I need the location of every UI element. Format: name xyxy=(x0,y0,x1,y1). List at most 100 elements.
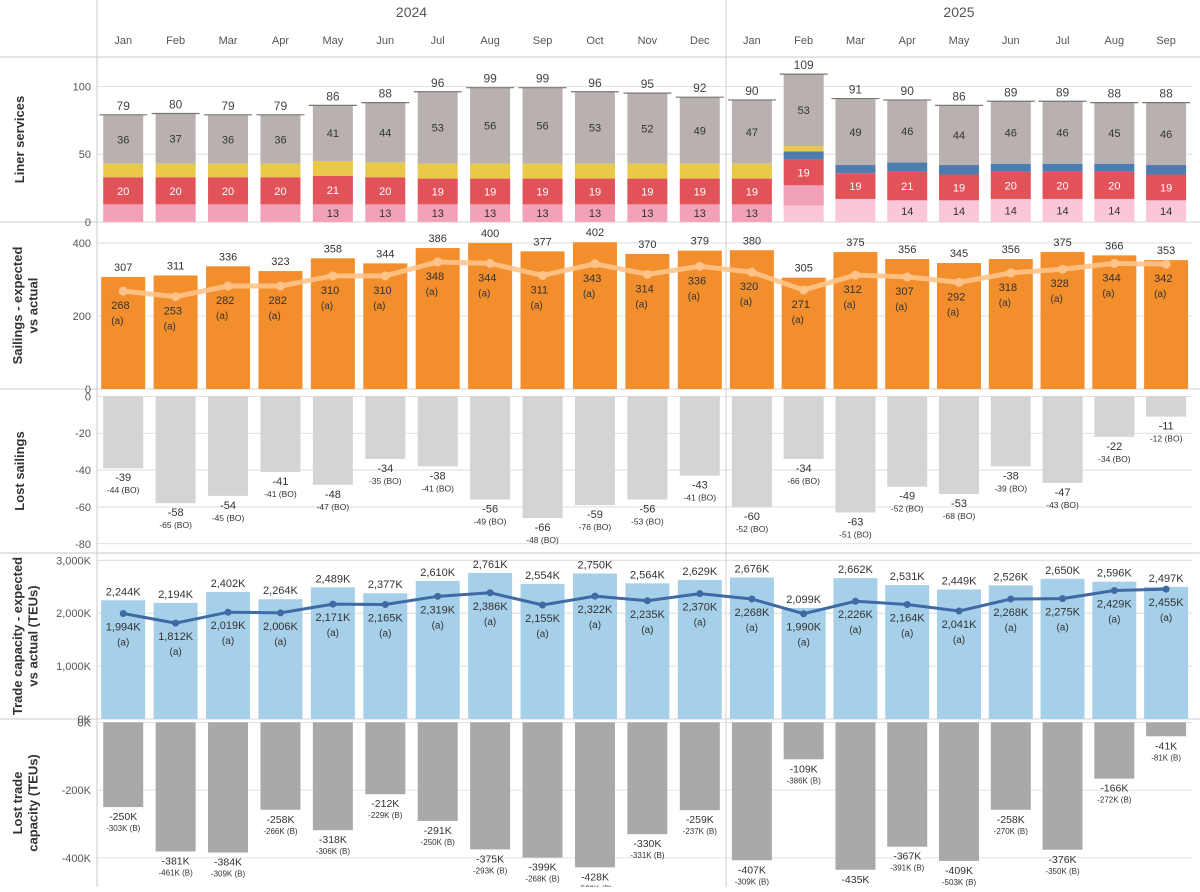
sailings-actual-suffix: (a) xyxy=(373,301,385,312)
liner-segment-yellow xyxy=(103,164,143,178)
lost-capacity-label: -367K xyxy=(893,851,921,863)
liner-segment-label: 41 xyxy=(327,128,339,140)
lost-sailings-label: -11 xyxy=(1159,421,1174,433)
lost-sailings-bar xyxy=(156,396,196,503)
capacity-actual-suffix: (a) xyxy=(536,629,548,640)
lost-capacity-label: -291K xyxy=(424,825,452,837)
capacity-actual-suffix: (a) xyxy=(1108,614,1120,625)
sailings-actual-point xyxy=(955,278,964,287)
lost-sailings-bar xyxy=(627,396,667,499)
sailings-actual-label: 318 xyxy=(999,282,1017,294)
capacity-actual-point xyxy=(904,601,911,608)
lost-sailings-sublabel: -41 (BO) xyxy=(421,483,454,493)
lost-capacity-label: -41K xyxy=(1155,740,1177,752)
lost-capacity-sublabel: -268K (B) xyxy=(525,875,560,884)
capacity-expected-bar xyxy=(416,581,460,719)
liner-segment-label: 13 xyxy=(536,208,548,220)
capacity-actual-suffix: (a) xyxy=(694,618,706,629)
lost-sailings-sublabel: -53 (BO) xyxy=(631,517,664,527)
capacity-actual-label: 2,275K xyxy=(1045,607,1081,619)
capacity-actual-suffix: (a) xyxy=(170,647,182,658)
month-label: Jan xyxy=(114,35,132,47)
lost-sailings-label: -63 xyxy=(847,516,863,528)
lost-capacity-sublabel: -250K (B) xyxy=(421,838,456,847)
month-label: May xyxy=(949,35,970,47)
lost-capacity-sublabel: -331K (B) xyxy=(630,851,665,860)
sailings-actual-suffix: (a) xyxy=(740,297,752,308)
capacity-expected-label: 2,750K xyxy=(578,560,614,572)
month-label: Jan xyxy=(743,35,761,47)
sailings-actual-suffix: (a) xyxy=(111,316,123,327)
lost-capacity-sublabel: -386K (B) xyxy=(787,776,822,785)
liner-segment-label: 36 xyxy=(274,134,286,146)
sailings-expected-bar xyxy=(678,251,722,389)
panel-title-lost-sailings: Lost sailings xyxy=(12,431,27,510)
liner-segment-label: 19 xyxy=(694,186,706,198)
sailings-expected-label: 402 xyxy=(586,227,604,239)
liner-total-label: 109 xyxy=(794,58,814,72)
sailings-expected-label: 358 xyxy=(324,243,342,255)
y-tick-label: -60 xyxy=(75,502,91,514)
lost-capacity-bar xyxy=(1146,722,1186,736)
sailings-actual-suffix: (a) xyxy=(635,299,647,310)
lost-sailings-sublabel: -76 (BO) xyxy=(579,522,612,532)
lost-capacity-bar xyxy=(575,722,615,867)
lost-capacity-label: -428K xyxy=(581,871,609,883)
lost-sailings-sublabel: -45 (BO) xyxy=(212,513,245,523)
sailings-expected-bar xyxy=(363,263,407,389)
month-label: Apr xyxy=(272,35,289,47)
liner-segment-label: 13 xyxy=(746,208,758,220)
liner-segment-label: 19 xyxy=(641,186,653,198)
liner-segment-label: 19 xyxy=(1160,182,1172,194)
lost-sailings-label: -53 xyxy=(951,498,967,510)
lost-sailings-bar xyxy=(991,396,1031,466)
capacity-expected-label: 2,761K xyxy=(473,559,509,571)
lost-capacity-sublabel: -272K (B) xyxy=(1097,796,1132,805)
liner-segment-label: 46 xyxy=(1005,127,1017,139)
capacity-actual-suffix: (a) xyxy=(953,635,965,646)
liner-segment-label: 13 xyxy=(484,208,496,220)
capacity-actual-suffix: (a) xyxy=(901,629,913,640)
sailings-actual-suffix: (a) xyxy=(843,300,855,311)
capacity-actual-point xyxy=(696,590,703,597)
lost-capacity-bar xyxy=(627,722,667,834)
lost-capacity-sublabel: -270K (B) xyxy=(994,827,1029,836)
lost-capacity-label: -409K xyxy=(945,865,973,877)
capacity-actual-label: 2,370K xyxy=(682,602,718,614)
y-tick-label: -400K xyxy=(62,853,92,865)
liner-total-label: 86 xyxy=(326,89,340,103)
sailings-expected-label: 345 xyxy=(950,248,968,260)
sailings-actual-suffix: (a) xyxy=(478,288,490,299)
liner-total-label: 96 xyxy=(588,76,602,90)
month-label: Nov xyxy=(638,35,658,47)
lost-sailings-bar xyxy=(575,396,615,505)
panel-title-line: vs actual xyxy=(26,278,41,334)
capacity-actual-label: 2,319K xyxy=(420,604,456,616)
liner-segment-blue xyxy=(887,162,927,171)
y-tick-label: 0 xyxy=(85,391,91,403)
capacity-actual-label: 1,990K xyxy=(786,622,822,634)
lost-capacity-label: -375K xyxy=(476,853,504,865)
sailings-actual-suffix: (a) xyxy=(1051,294,1063,305)
lost-sailings-sublabel: -48 (BO) xyxy=(526,535,559,545)
lost-capacity-label: -384K xyxy=(214,856,242,868)
lost-capacity-sublabel: -391K (B) xyxy=(890,864,925,873)
lost-sailings-bar xyxy=(365,396,405,459)
panel-title-liner-services: Liner services xyxy=(12,96,27,183)
lost-capacity-bar xyxy=(887,722,927,846)
lost-capacity-sublabel: -503K (B) xyxy=(942,878,977,887)
capacity-actual-suffix: (a) xyxy=(484,617,496,628)
sailings-actual-point xyxy=(643,270,652,279)
liner-total-label: 90 xyxy=(901,84,915,98)
capacity-actual-point xyxy=(1007,596,1014,603)
liner-segment-yellow xyxy=(260,164,300,178)
sailings-actual-suffix: (a) xyxy=(426,287,438,298)
liner-segment-label: 19 xyxy=(798,167,810,179)
lost-capacity-sublabel: -461K (B) xyxy=(159,868,194,877)
lost-sailings-label: -60 xyxy=(744,511,760,523)
liner-segment-label: 46 xyxy=(901,126,913,138)
capacity-expected-bar xyxy=(989,585,1033,719)
liner-total-label: 99 xyxy=(483,72,497,86)
lost-sailings-sublabel: -41 (BO) xyxy=(264,489,297,499)
y-tick-label: -20 xyxy=(75,428,91,440)
